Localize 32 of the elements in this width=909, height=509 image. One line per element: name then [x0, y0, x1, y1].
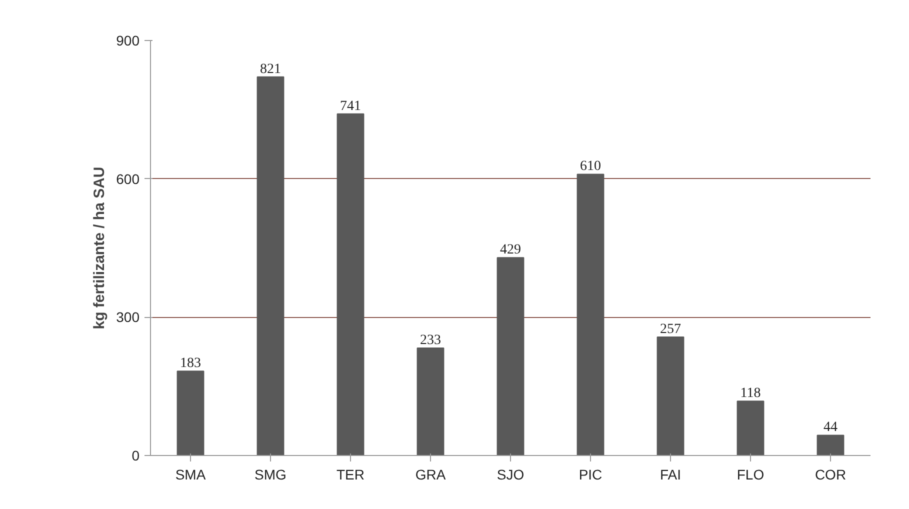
bar [336, 113, 364, 456]
y-tick-label: 0 [132, 448, 140, 464]
y-tick-label: 900 [116, 32, 140, 48]
x-tick-label: FAI [660, 466, 682, 482]
x-tick-label: SJO [496, 466, 524, 482]
y-axis-title: kg fertilizante / ha SAU [91, 166, 108, 330]
x-tick-label: GRA [415, 466, 446, 482]
x-tick-label: TER [336, 466, 364, 482]
y-tick-label: 300 [116, 309, 140, 326]
y-tick-label: 600 [116, 170, 140, 187]
data-label: 610 [580, 159, 601, 174]
data-label: 233 [420, 333, 441, 348]
x-tick-label: SMA [175, 466, 206, 482]
bar [176, 370, 204, 456]
x-tick-label: SMG [254, 466, 286, 482]
bar [656, 336, 684, 456]
bar [576, 174, 604, 456]
data-label: 429 [500, 242, 521, 258]
x-tick-label: FLO [736, 466, 764, 482]
data-label: 257 [660, 322, 681, 337]
data-label: 118 [740, 386, 761, 402]
data-label: 183 [180, 356, 201, 372]
bar [816, 434, 844, 456]
data-label: 44 [824, 420, 838, 436]
bar [416, 348, 444, 456]
bar [256, 76, 284, 456]
bar [736, 400, 764, 456]
data-label: 741 [340, 98, 361, 114]
data-label: 821 [260, 62, 281, 77]
x-tick-label: COR [814, 466, 846, 482]
bar [496, 257, 524, 456]
x-tick-label: PIC [578, 466, 602, 482]
